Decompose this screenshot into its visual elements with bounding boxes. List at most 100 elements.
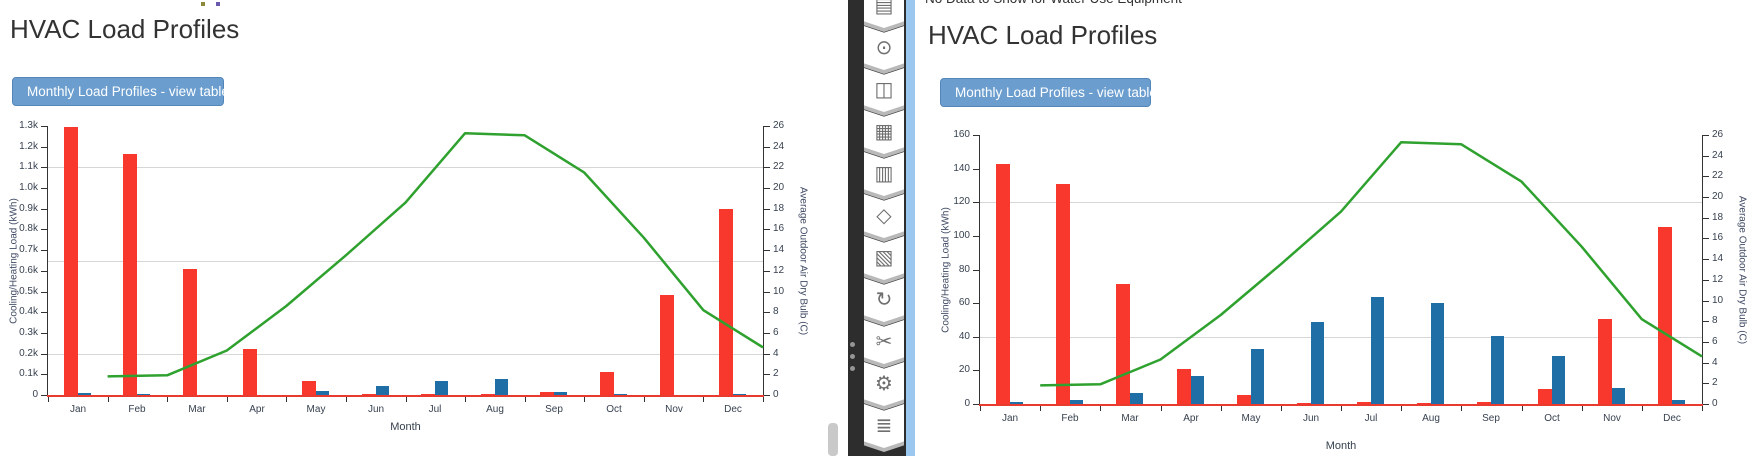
y-axis-left-tick-label: 0.1k xyxy=(19,368,38,379)
y-axis-left-title: Cooling/Heating Load (kWh) xyxy=(940,206,952,333)
x-axis-tick xyxy=(108,397,109,402)
x-axis-line xyxy=(47,395,764,397)
y-axis-right-tick-label: 24 xyxy=(773,141,785,152)
y-axis-right-tick-label: 2 xyxy=(773,368,779,379)
cooling-bar-jun xyxy=(376,386,389,395)
cooling-bar-feb xyxy=(1070,400,1083,404)
x-axis-tick xyxy=(584,397,585,402)
x-axis-tick xyxy=(1161,406,1162,411)
toolbar-pager-dot[interactable] xyxy=(850,366,855,371)
y-axis-left-tick-label: 1.2k xyxy=(19,141,38,152)
heating-bar-dec xyxy=(1658,227,1672,404)
toolbar-item-box[interactable]: ◇ xyxy=(864,194,904,238)
x-axis-tick xyxy=(1341,406,1342,411)
y-axis-right-title: Average Outdoor Air Dry Bulb (C) xyxy=(797,186,809,335)
view-table-button[interactable]: Monthly Load Profiles - view table xyxy=(940,78,1157,107)
toolbar-item-building[interactable]: ▥ xyxy=(864,152,904,196)
panel-divider xyxy=(906,0,915,456)
toolbar-item-cube[interactable]: ◫ xyxy=(864,68,904,112)
y-axis-right-tick-label: 14 xyxy=(1712,253,1724,264)
y-axis-left-tick-label: 0.9k xyxy=(19,203,38,214)
cooling-bar-dec xyxy=(1672,400,1685,404)
y-axis-left-tick-label: 120 xyxy=(953,196,970,207)
gridline xyxy=(48,354,763,355)
y-axis-left-tick-label: 80 xyxy=(958,264,970,275)
cooling-bar-jan xyxy=(78,393,91,395)
toolbar-item-floor-plan[interactable]: ▦ xyxy=(864,110,904,154)
y-axis-left-tick xyxy=(41,374,47,375)
y-axis-right-tick xyxy=(764,374,770,375)
toolbar-item-cycle-arrows[interactable]: ↻ xyxy=(864,278,904,322)
y-axis-right-tick xyxy=(764,250,770,251)
y-axis-left-tick xyxy=(973,370,979,371)
heating-bar-aug xyxy=(481,394,495,395)
y-axis-right-tick-label: 24 xyxy=(1712,150,1724,161)
toolbar-item-scissors[interactable]: ✂ xyxy=(864,320,904,364)
gridline xyxy=(980,337,1702,338)
y-axis-left-title: Cooling/Heating Load (kWh) xyxy=(8,197,20,324)
heating-bar-feb xyxy=(123,154,137,395)
heating-bar-dec xyxy=(719,209,733,395)
cooling-bar-sep xyxy=(554,392,567,395)
cooling-bar-may xyxy=(316,391,329,395)
left-panel: HVAC Load Profiles Monthly Load Profiles… xyxy=(0,0,848,456)
x-axis-month-label: Nov xyxy=(665,404,683,415)
x-axis-tick xyxy=(48,397,49,402)
clipped-status-text: No Data to Show for Water Use Equipment xyxy=(925,0,1182,6)
y-axis-right-tick xyxy=(1703,218,1709,219)
y-axis-left-tick-label: 0 xyxy=(964,398,970,409)
y-axis-left-tick-label: 140 xyxy=(953,163,970,174)
y-axis-right-tick xyxy=(764,209,770,210)
y-axis-right-tick xyxy=(764,147,770,148)
heating-bar-jan xyxy=(996,164,1010,404)
y-axis-left-tick-label: 40 xyxy=(958,331,970,342)
cube-icon: ◫ xyxy=(874,79,894,101)
x-axis-month-label: Jan xyxy=(1001,413,1019,424)
toolbar-item-zones-cubes[interactable]: ▧ xyxy=(864,236,904,280)
x-axis-tick xyxy=(1100,406,1101,411)
y-axis-right-tick-label: 26 xyxy=(773,120,785,131)
x-axis-tick xyxy=(1040,406,1041,411)
x-axis-month-label: Apr xyxy=(1183,413,1199,424)
y-axis-left-tick xyxy=(973,169,979,170)
y-axis-right-tick-label: 2 xyxy=(1712,377,1718,388)
y-axis-left-tick-label: 1.1k xyxy=(19,161,38,172)
x-axis-month-label: Jun xyxy=(1302,413,1320,424)
scrollbar-thumb[interactable] xyxy=(828,423,838,456)
y-axis-right-tick-label: 4 xyxy=(1712,357,1718,368)
y-axis-left-tick-label: 60 xyxy=(958,297,970,308)
view-table-button[interactable]: Monthly Load Profiles - view table xyxy=(12,77,229,106)
y-axis-right-tick-label: 6 xyxy=(1712,336,1718,347)
y-axis-right-tick xyxy=(764,229,770,230)
x-axis-month-label: Oct xyxy=(1544,413,1560,424)
clipped-glyph-speck xyxy=(201,2,205,6)
heating-bar-jul xyxy=(1357,402,1371,404)
heating-bar-jan xyxy=(64,127,78,395)
toolbar-item-gear[interactable]: ⚙ xyxy=(864,362,904,406)
y-axis-right-tick-label: 10 xyxy=(1712,295,1724,306)
heating-bar-may xyxy=(1237,395,1251,404)
toolbar-pager-dot[interactable] xyxy=(850,342,855,347)
y-axis-right-tick-label: 20 xyxy=(773,182,785,193)
toolbar-item-electric-outlet[interactable]: ⊙ xyxy=(864,26,904,70)
heating-bar-mar xyxy=(183,269,197,395)
clipped-glyph-speck xyxy=(216,2,220,6)
toolbar-pager-dot[interactable] xyxy=(850,354,855,359)
y-axis-right-tick xyxy=(1703,238,1709,239)
gridline xyxy=(980,202,1702,203)
x-axis-tick xyxy=(1582,406,1583,411)
y-axis-left-tick xyxy=(41,167,47,168)
x-axis-tick xyxy=(406,397,407,402)
y-axis-right-tick xyxy=(1703,342,1709,343)
x-axis-tick xyxy=(346,397,347,402)
y-axis-left-tick-label: 0 xyxy=(32,389,38,400)
nav-toolbar: ▤ ⊙ ◫ ▦ ▥ ◇ ▧ ↻ ✂ ⚙ ≣ xyxy=(848,0,906,456)
toolbar-item-bricks[interactable]: ▤ xyxy=(864,0,904,28)
y-axis-left-tick xyxy=(41,229,47,230)
y-axis-right-tick xyxy=(764,292,770,293)
toolbar-item-document-scroll[interactable]: ≣ xyxy=(864,404,904,448)
y-axis-right-tick-label: 10 xyxy=(773,286,785,297)
cooling-bar-nov xyxy=(1612,388,1625,404)
x-axis-month-label: Aug xyxy=(1422,413,1440,424)
x-axis-tick xyxy=(525,397,526,402)
